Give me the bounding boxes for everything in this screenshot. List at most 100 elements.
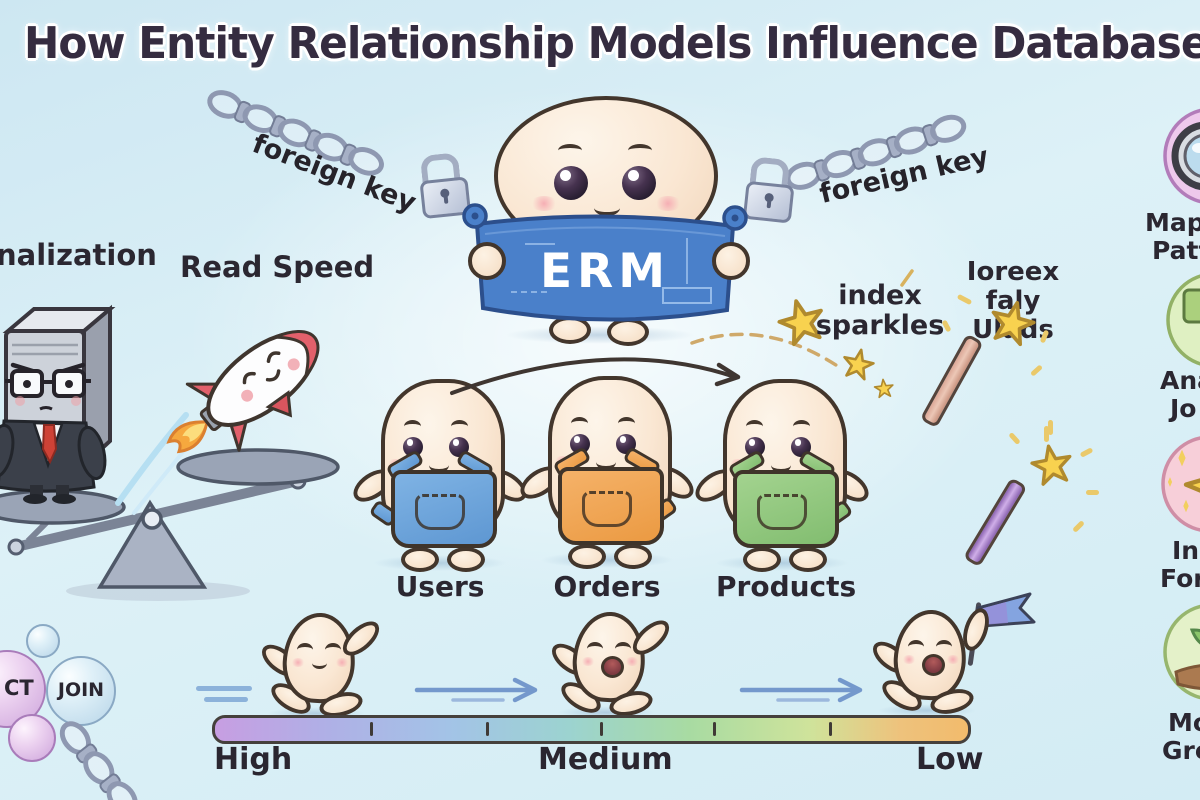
entity-shadow [715,555,849,571]
sparkle-ray [1072,520,1085,533]
bar-tick [600,722,603,736]
star-badge-icon [1161,436,1200,532]
bubble-icon [26,624,60,658]
bar-tick [370,722,373,736]
entity-character-users [347,373,533,573]
entity-foot [447,547,485,572]
index-sparkles-note: index sparkles [815,281,945,341]
entity-foot [568,544,606,569]
entity-shadow [540,552,674,568]
sparkle-ray [1079,447,1094,458]
keyhole [439,188,450,199]
erm-banner-text: ERM [539,244,671,299]
sparkle-ray [1044,426,1049,442]
star-icon [839,345,877,382]
wand-star-icon [1027,441,1076,488]
running-blob-low [866,602,994,720]
runner-eye [936,640,952,654]
runner-eye [297,643,313,657]
bar-tick [713,722,716,736]
erm-eyebrow [628,144,652,157]
rocket-icon [166,329,320,454]
read-speed-label: Read Speed [180,250,375,284]
sidebar-item-3-line2: Foreig [1160,564,1200,593]
sparkle-ray [1048,420,1053,435]
entity-character-orders [514,370,700,570]
runner-open-mouth [601,656,624,678]
entity-label-orders: Orders [553,570,661,603]
erm-eyebrow [558,144,582,157]
sidebar-item-4-line2: Gro [1162,736,1200,765]
runner-blush [291,658,305,667]
sparkle-ray [1086,490,1099,495]
erm-blush [530,196,558,211]
sidebar-item-1-line2: Patt [1152,236,1200,265]
runner-eye [587,642,603,656]
entity-foot [401,547,439,572]
entity-eyebrow [746,420,763,433]
entity-eyebrow [451,420,468,433]
entity-label-users: Users [395,570,485,603]
page-title: How Entity Relationship Models Influence… [24,18,1200,69]
sidebar-item-2-line2: Jo [1170,394,1197,423]
index-note-line1: index [838,280,922,311]
chain-bottom-icon [53,715,145,800]
runner-eye [615,642,631,656]
runner-smile [312,657,327,669]
apron-pocket [415,494,465,530]
erm-blush [654,196,682,211]
runner-blush [625,657,639,666]
sprout-growth-icon [1163,604,1200,700]
erm-hand [468,242,506,280]
star-icon [873,377,895,399]
runner-blush [581,657,595,666]
sidebar-item-2-line1: Ana [1160,366,1200,395]
index-note-line2: sparkles [815,310,945,341]
normalization-label: nalization [0,238,157,272]
runner-blush [335,658,349,667]
relationship-arrow-icon [450,357,737,395]
puzzle-pieces-icon [1166,274,1200,366]
keyhole [764,192,775,203]
balance-scale-icon [0,304,340,601]
entity-foot [789,547,827,572]
camera-lens-icon [1163,108,1200,204]
sidebar-item-3-line1: Ind [1172,536,1200,565]
speed-arrow-icon [739,677,863,703]
erm-eye [554,166,588,200]
sidebar-item-1-line1: Map A [1145,208,1200,237]
runner-eye [325,643,341,657]
join-bubble: JOIN [46,656,116,726]
speed-line [204,697,248,702]
sidebar-item-4-line1: Mor [1168,708,1200,737]
entity-eyebrow [618,417,635,430]
apron-products [733,470,839,548]
server-businessman-icon [0,304,116,504]
runner-blush [946,655,960,664]
entity-label-products: Products [716,570,857,603]
wand-star-icon [985,295,1040,348]
runner-eye [908,640,924,654]
apron-users [391,470,497,548]
running-blob-medium [545,604,676,722]
runner-open-mouth [922,654,945,676]
entity-foot [614,544,652,569]
entity-shadow [373,555,507,571]
speed-line [196,686,252,691]
entity-eyebrow [404,420,421,433]
relationship-arrow-layer [450,269,914,399]
latency-label-medium: Medium [538,742,673,777]
join-bubble-text: JOIN [57,679,105,701]
apron-pocket [582,491,632,527]
latency-gradient-bar [212,715,971,744]
latency-label-low: Low [916,742,984,777]
entity-eyebrow [793,420,810,433]
speed-swoosh [115,412,189,506]
sparkle-dash [900,269,914,287]
erm-smile [594,200,620,216]
latency-label-high: High [214,742,293,777]
running-blob-high [255,605,386,723]
erm-eye [622,166,656,200]
entity-character-products [689,373,875,573]
